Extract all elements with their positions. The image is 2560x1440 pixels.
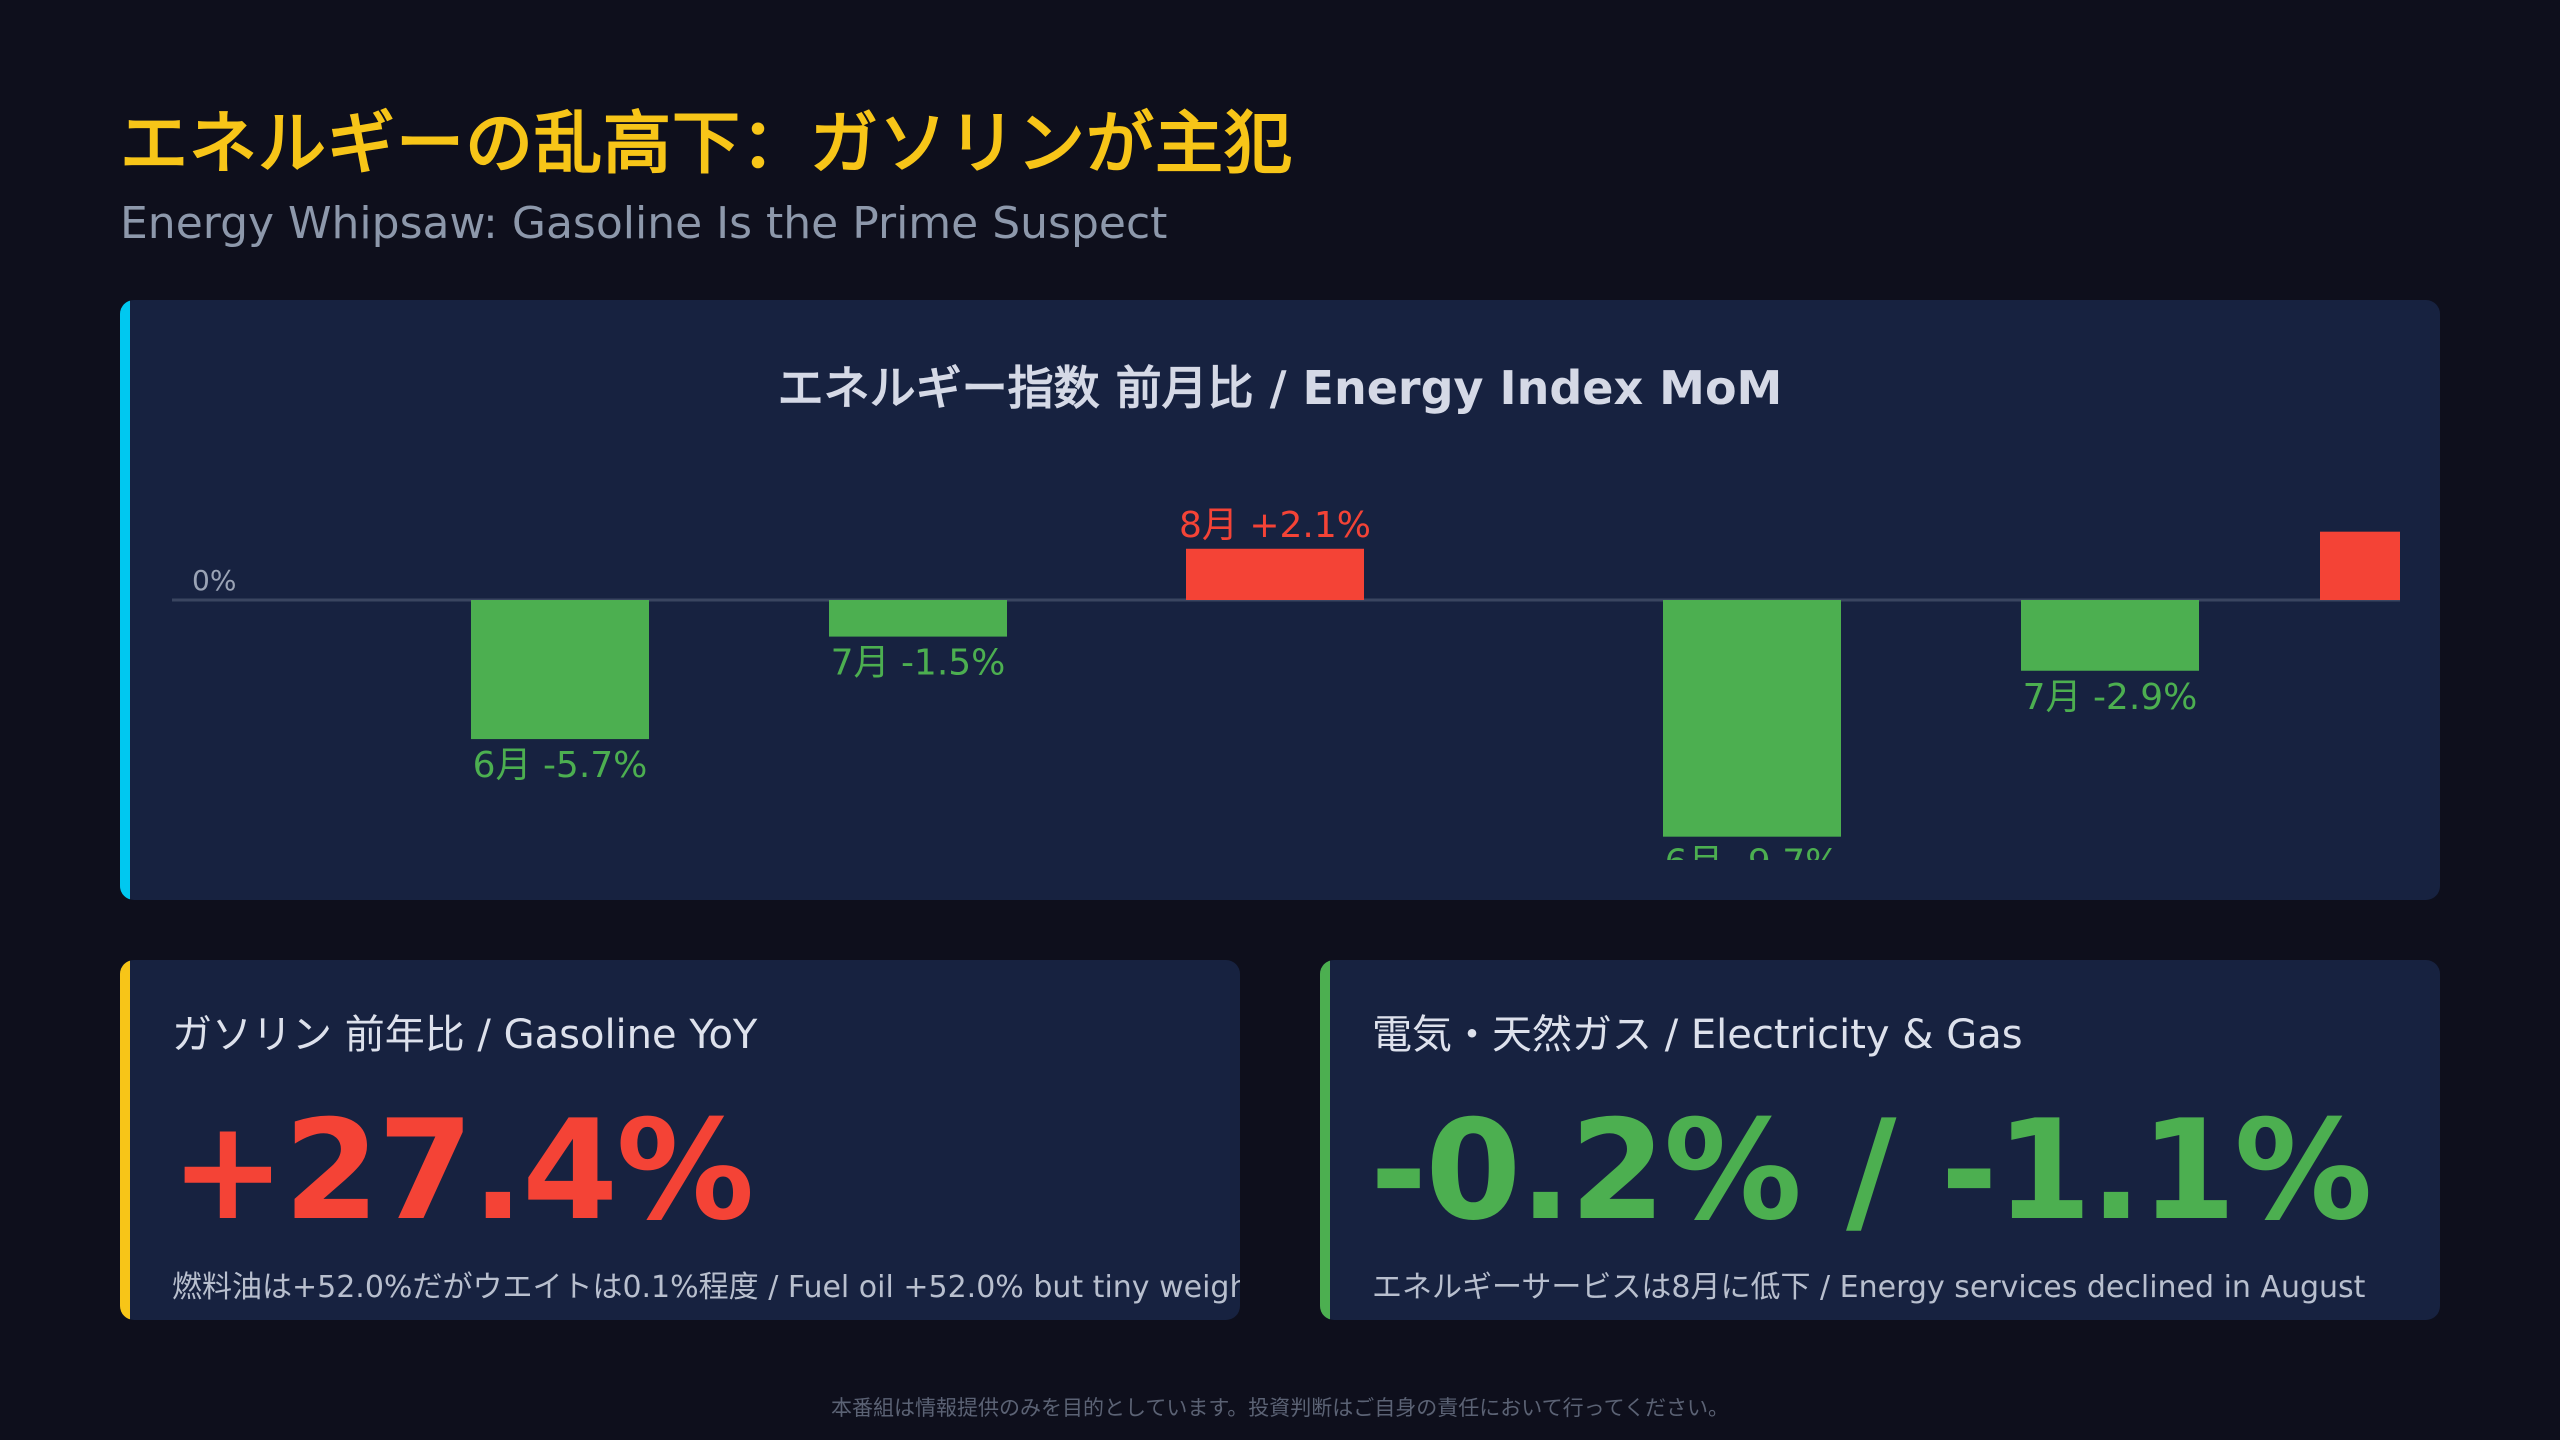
chart-bar (2021, 600, 2199, 671)
chart-bar (829, 600, 1007, 637)
page-subtitle: Energy Whipsaw: Gasoline Is the Prime Su… (120, 198, 1168, 249)
page-title: エネルギーの乱高下：ガソリンが主犯 (120, 105, 1294, 184)
bar-data-label: 6月 -5.7% (473, 745, 648, 786)
chart-panel-accent (120, 300, 130, 900)
chart-bar (1663, 600, 1841, 837)
gasoline-card-label: ガソリン 前年比 / Gasoline YoY (172, 1012, 758, 1058)
energy-index-chart-panel: エネルギー指数 前月比 / Energy Index MoM 0% 6月 -5.7… (120, 300, 2440, 900)
gasoline-card-accent (120, 960, 130, 1320)
electricity-card-accent (1320, 960, 1330, 1320)
chart-bar (471, 600, 649, 740)
gasoline-yoy-value: +27.4% (170, 1090, 754, 1251)
electricity-gas-card: 電気・天然ガス / Electricity & Gas -0.2% / -1.1… (1320, 960, 2440, 1320)
gasoline-yoy-card: ガソリン 前年比 / Gasoline YoY +27.4% 燃料油は+52.0… (120, 960, 1240, 1320)
gasoline-card-note: 燃料油は+52.0%だがウエイトは0.1%程度 / Fuel oil +52.0… (172, 1270, 1240, 1305)
zero-tick-label: 0% (192, 564, 236, 597)
chart-bar (1186, 548, 1364, 600)
electricity-gas-value: -0.2% / -1.1% (1370, 1090, 2373, 1251)
bar-data-label: 8月 +2.1% (1179, 505, 1371, 546)
chart-bar (2320, 531, 2400, 600)
bar-data-label: 7月 -1.5% (831, 643, 1006, 684)
bar-data-label: 6月 -9.7% (1665, 843, 1840, 884)
chart-title: エネルギー指数 前月比 / Energy Index MoM (777, 361, 1783, 415)
footer-disclaimer: 本番組は情報提供のみを目的としています。投資判断はご自身の責任において行ってくだ… (831, 1396, 1729, 1420)
energy-index-bar-chart: 0% 6月 -5.7% 7月 -1.5% 8月 +2.1% 6月 -9.7% 7月 -2.… (172, 505, 2400, 884)
electricity-card-label: 電気・天然ガス / Electricity & Gas (1372, 1012, 2023, 1058)
electricity-card-note: エネルギーサービスは8月に低下 / Energy services declin… (1372, 1270, 2366, 1305)
bar-data-label: 7月 -2.9% (2023, 677, 2198, 718)
